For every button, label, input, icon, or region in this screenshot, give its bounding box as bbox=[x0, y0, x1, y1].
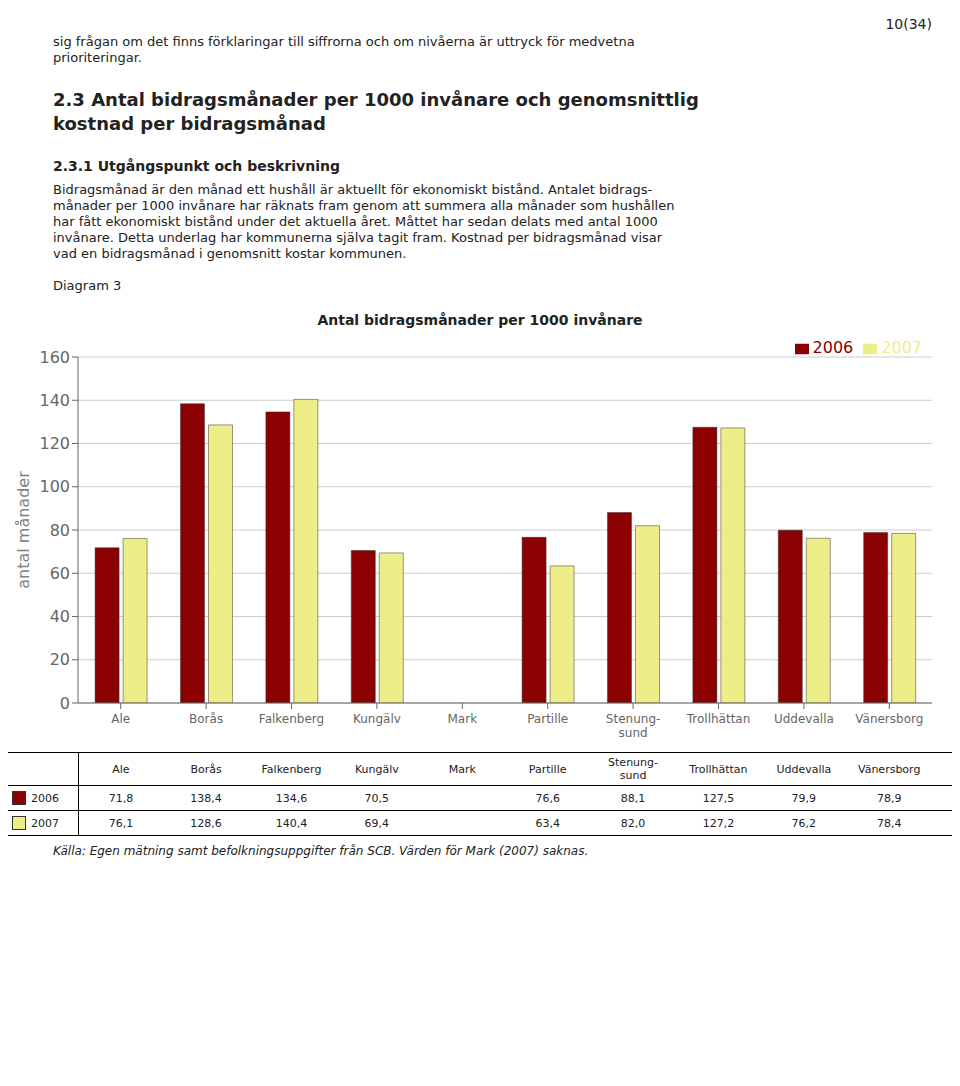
svg-text:Uddevalla: Uddevalla bbox=[774, 712, 834, 726]
html-text:71,8: 71,8 bbox=[108, 791, 134, 805]
html-text:Stenung- sund: Stenung- sund bbox=[608, 756, 658, 782]
html-text:69,4: 69,4 bbox=[364, 816, 390, 830]
html-text:har fått ekonomiskt bistånd un: har fått ekonomiskt bistånd under det ak… bbox=[53, 214, 658, 229]
html-text:invånare. Detta underlag har k: invånare. Detta underlag har kommunerna … bbox=[53, 230, 663, 245]
html-text:76,6: 76,6 bbox=[535, 791, 560, 805]
html-text:76,1: 76,1 bbox=[108, 816, 134, 830]
svg-text:160: 160 bbox=[39, 348, 70, 367]
svg-text:Falkenberg: Falkenberg bbox=[259, 712, 324, 726]
html-text:2006: 2006 bbox=[31, 791, 59, 805]
svg-text:Partille: Partille bbox=[527, 712, 568, 726]
svg-text:Kungälv: Kungälv bbox=[353, 712, 401, 726]
html-text:79,9: 79,9 bbox=[791, 791, 817, 805]
svg-text:120: 120 bbox=[39, 434, 70, 453]
html-text:10(34): 10(34) bbox=[885, 16, 932, 32]
svg-text:Stenung-sund: Stenung-sund bbox=[606, 712, 660, 740]
svg-text:80: 80 bbox=[50, 521, 70, 540]
html-text:140,4: 140,4 bbox=[275, 816, 308, 830]
html-text:134,6: 134,6 bbox=[275, 791, 308, 805]
html-text:Falkenberg: Falkenberg bbox=[261, 762, 322, 776]
html-text:Kungälv: Kungälv bbox=[354, 762, 399, 776]
html-text:månader per 1000 invånare har: månader per 1000 invånare har räknats fr… bbox=[53, 198, 675, 213]
html-text:2007: 2007 bbox=[881, 338, 922, 357]
html-text:2.3.1 Utgångspunkt och beskriv: 2.3.1 Utgångspunkt och beskrivning bbox=[53, 158, 340, 174]
html-text:Bidragsmånad är den månad ett: Bidragsmånad är den månad ett hushåll är… bbox=[53, 182, 653, 197]
html-text:Uddevalla: Uddevalla bbox=[776, 762, 832, 776]
svg-text:Borås: Borås bbox=[189, 712, 223, 726]
html-text:Trollhättan: Trollhättan bbox=[689, 762, 748, 776]
html-text:Partille: Partille bbox=[528, 762, 567, 776]
html-text:Ale: Ale bbox=[112, 762, 130, 776]
html-text:vad en bidragsmånad i genomsni: vad en bidragsmånad i genomsnitt kostar … bbox=[53, 246, 407, 261]
html-text:Antal bidragsmånader per 1000: Antal bidragsmånader per 1000 invånare bbox=[317, 312, 643, 328]
html-text:63,4: 63,4 bbox=[535, 816, 560, 830]
html-text:Diagram 3: Diagram 3 bbox=[53, 278, 122, 293]
html-text:78,4: 78,4 bbox=[877, 816, 902, 830]
html-text:2007: 2007 bbox=[31, 816, 59, 830]
html-text:prioriteringar.: prioriteringar. bbox=[53, 50, 142, 65]
html-text:78,9: 78,9 bbox=[877, 791, 902, 805]
html-text:76,2: 76,2 bbox=[791, 816, 817, 830]
svg-text:20: 20 bbox=[50, 650, 70, 669]
html-text:128,6: 128,6 bbox=[190, 816, 222, 830]
svg-text:60: 60 bbox=[50, 564, 70, 583]
html-text:127,5: 127,5 bbox=[702, 791, 735, 805]
svg-text:Mark: Mark bbox=[448, 712, 478, 726]
html-text:88,1: 88,1 bbox=[620, 791, 646, 805]
html-text:Borås: Borås bbox=[190, 762, 222, 776]
svg-text:40: 40 bbox=[50, 607, 70, 626]
html-text:Källa: Egen mätning samt befol: Källa: Egen mätning samt befolkningsuppg… bbox=[53, 844, 589, 858]
html-text:2006: 2006 bbox=[812, 338, 854, 357]
html-text:Vänersborg: Vänersborg bbox=[858, 762, 921, 776]
html-text:sig frågan om det finns förkla: sig frågan om det finns förklaringar til… bbox=[53, 34, 635, 49]
html-text:2.3 Antal bidragsmånader per 1: 2.3 Antal bidragsmånader per 1000 invåna… bbox=[53, 89, 699, 134]
html-text:Mark: Mark bbox=[448, 762, 476, 776]
html-text:70,5: 70,5 bbox=[364, 791, 390, 805]
svg-text:100: 100 bbox=[39, 477, 70, 496]
svg-text:140: 140 bbox=[39, 391, 70, 410]
svg-text:Ale: Ale bbox=[111, 712, 130, 726]
html-text:82,0: 82,0 bbox=[620, 816, 646, 830]
svg-text:antal månader: antal månader bbox=[14, 471, 33, 589]
html-text:127,2: 127,2 bbox=[702, 816, 735, 830]
svg-text:Trollhättan: Trollhättan bbox=[686, 712, 751, 726]
svg-text:Vänersborg: Vänersborg bbox=[855, 712, 923, 726]
html-text:138,4: 138,4 bbox=[190, 791, 222, 805]
svg-text:0: 0 bbox=[60, 694, 70, 713]
